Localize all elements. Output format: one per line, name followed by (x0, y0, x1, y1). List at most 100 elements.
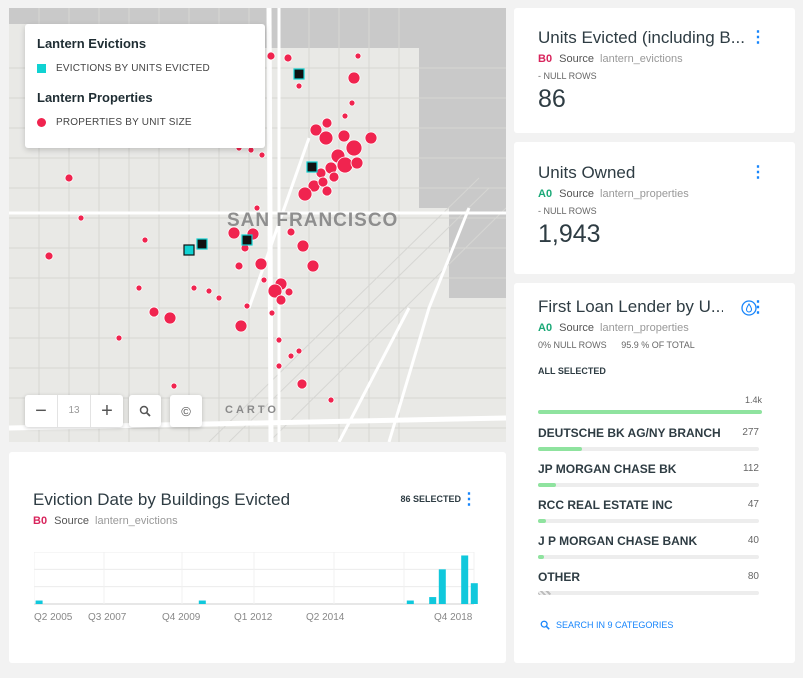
category-name: JP MORGAN CHASE BK (538, 462, 677, 476)
property-marker[interactable] (317, 176, 329, 188)
widget-menu-button[interactable]: ⋮ (461, 491, 477, 508)
histogram-bar[interactable] (35, 600, 43, 604)
histogram-bar[interactable] (438, 569, 446, 604)
property-marker[interactable] (275, 294, 287, 306)
eviction-histogram[interactable]: Q2 2005 Q3 2007 Q4 2009 Q1 2012 Q2 2014 Q4 20… (34, 552, 484, 624)
property-marker[interactable] (350, 156, 364, 170)
selected-count: 86 SELECTED (400, 494, 461, 504)
eviction-marker[interactable] (293, 68, 305, 80)
property-marker[interactable] (275, 362, 283, 370)
property-marker[interactable] (254, 257, 268, 271)
property-marker[interactable] (286, 227, 296, 237)
property-marker[interactable] (347, 71, 361, 85)
property-marker[interactable] (341, 112, 349, 120)
property-marker[interactable] (337, 129, 351, 143)
category-bar (538, 591, 759, 595)
property-marker[interactable] (296, 378, 308, 390)
histogram-bar[interactable] (470, 583, 478, 604)
search-categories-link[interactable]: SEARCH IN 9 CATEGORIES (540, 620, 673, 630)
histogram-bar[interactable] (198, 600, 206, 604)
property-marker[interactable] (260, 276, 268, 284)
property-marker[interactable] (268, 309, 276, 317)
bay-water-east (419, 8, 506, 208)
legend-evictions-title: Lantern Evictions (37, 36, 147, 51)
property-marker[interactable] (275, 336, 283, 344)
property-marker[interactable] (327, 396, 335, 404)
property-marker[interactable] (306, 259, 320, 273)
property-marker[interactable] (115, 334, 123, 342)
category-value: 277 (742, 427, 759, 438)
property-marker[interactable] (309, 123, 323, 137)
property-marker[interactable] (234, 261, 244, 271)
widget-eviction-date: Eviction Date by Buildings Evicted 86 SE… (9, 452, 506, 663)
zoom-out-button[interactable]: − (35, 399, 47, 422)
property-marker[interactable] (253, 204, 261, 212)
property-marker[interactable] (135, 284, 143, 292)
property-marker[interactable] (328, 171, 340, 183)
histogram-bar[interactable] (429, 597, 437, 604)
map[interactable]: SAN FRANCISCO Lantern Evictions EVICTION… (9, 8, 506, 442)
property-marker[interactable] (44, 251, 54, 261)
eviction-marker[interactable] (183, 244, 195, 256)
eviction-marker[interactable] (196, 238, 208, 250)
property-marker[interactable] (215, 294, 223, 302)
widget-menu-button[interactable]: ⋮ (750, 299, 766, 316)
map-search-button[interactable] (129, 395, 161, 427)
property-marker[interactable] (227, 226, 241, 240)
property-marker[interactable] (64, 173, 74, 183)
eviction-marker[interactable] (306, 161, 318, 173)
widget-units-evicted: Units Evicted (including B... ⋮ B0 Sourc… (514, 8, 795, 133)
category-row[interactable]: RCC REAL ESTATE INC 47 (538, 498, 759, 523)
property-marker[interactable] (336, 156, 354, 174)
attribution-button[interactable]: © (170, 395, 202, 427)
property-marker[interactable] (321, 117, 333, 129)
property-marker[interactable] (243, 302, 251, 310)
property-marker[interactable] (234, 319, 248, 333)
property-marker[interactable] (295, 82, 303, 90)
property-marker[interactable] (295, 347, 303, 355)
property-marker[interactable] (297, 186, 313, 202)
category-row[interactable]: JP MORGAN CHASE BK 112 (538, 462, 759, 487)
zoom-in-button[interactable]: + (101, 399, 113, 422)
property-marker[interactable] (364, 131, 378, 145)
x-tick-label: Q4 2009 (162, 612, 201, 623)
property-marker[interactable] (258, 151, 266, 159)
null-rows: 0% NULL ROWS (538, 340, 607, 350)
widget-menu-button[interactable]: ⋮ (750, 164, 766, 181)
property-marker[interactable] (266, 51, 276, 61)
category-row[interactable]: J P MORGAN CHASE BANK 40 (538, 534, 759, 559)
color-by-icon[interactable] (741, 300, 757, 316)
property-marker[interactable] (77, 214, 85, 222)
property-marker[interactable] (170, 382, 178, 390)
property-marker[interactable] (284, 287, 294, 297)
widget-source: B0 Source lantern_evictions (33, 515, 482, 527)
property-marker[interactable] (148, 306, 160, 318)
widget-title: First Loan Lender by U... (538, 297, 723, 316)
property-marker[interactable] (283, 53, 293, 63)
property-marker[interactable] (205, 287, 213, 295)
property-marker[interactable] (141, 236, 149, 244)
map-legend: Lantern Evictions EVICTIONS BY UNITS EVI… (25, 24, 265, 148)
property-marker[interactable] (348, 99, 356, 107)
property-marker[interactable] (321, 185, 333, 197)
category-row[interactable]: OTHER 80 (538, 570, 759, 595)
property-marker[interactable] (354, 52, 362, 60)
widget-stats: 0% NULL ROWS 95.9 % OF TOTAL (538, 340, 771, 350)
cyan-square-icon (37, 64, 46, 73)
property-marker[interactable] (163, 311, 177, 325)
property-marker[interactable] (190, 284, 198, 292)
x-tick-label: Q3 2007 (88, 612, 127, 623)
eviction-marker[interactable] (241, 234, 253, 246)
property-marker[interactable] (296, 239, 310, 253)
search-icon (540, 620, 550, 630)
histogram-bar[interactable] (406, 600, 414, 604)
property-marker[interactable] (318, 130, 334, 146)
property-marker[interactable] (345, 139, 363, 157)
category-name: J P MORGAN CHASE BANK (538, 534, 698, 548)
property-marker[interactable] (267, 283, 283, 299)
x-tick-label: Q2 2014 (306, 612, 345, 623)
widget-menu-button[interactable]: ⋮ (750, 29, 766, 46)
histogram-bar[interactable] (461, 555, 469, 604)
category-row[interactable]: DEUTSCHE BK AG/NY BRANCH 277 (538, 426, 759, 451)
property-marker[interactable] (287, 352, 295, 360)
